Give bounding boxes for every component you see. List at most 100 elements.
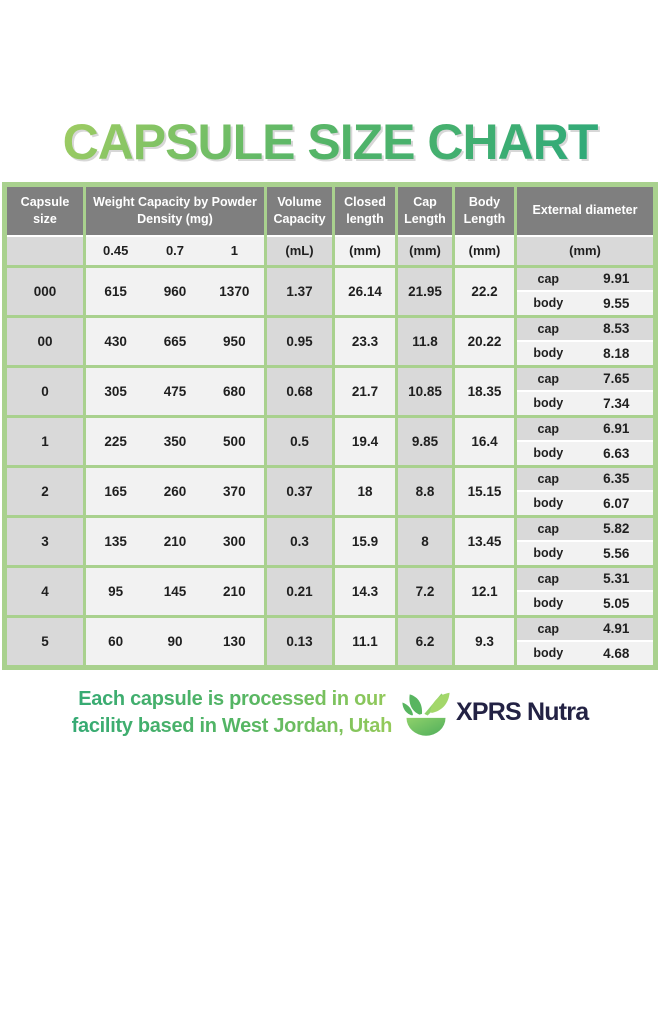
body-diameter-value: 5.56 — [603, 545, 630, 561]
capsule-size-cell: 3 — [7, 517, 83, 565]
cap-diameter-value: 5.31 — [603, 571, 630, 587]
external-diameter-body-row: body 6.07 — [517, 492, 653, 515]
weight-capacity-cell: 60 90 130 — [86, 617, 264, 665]
brand-name: XPRS Nutra — [456, 698, 589, 726]
unit-powder-densities: 0.45 0.7 1 — [86, 236, 264, 265]
unit-closed-length: (mm) — [335, 236, 395, 265]
weight-value: 615 — [104, 283, 127, 299]
weight-value: 350 — [163, 433, 187, 449]
volume-capacity-cell: 0.37 — [267, 467, 332, 515]
weight-value: 475 — [163, 383, 187, 399]
weight-value: 145 — [163, 583, 187, 599]
mortar-and-leaves-icon — [402, 692, 450, 736]
weight-value: 370 — [223, 483, 246, 499]
weight-value: 130 — [223, 633, 246, 649]
column-header-body-length: Body Length — [455, 186, 514, 235]
cap-diameter-value: 9.91 — [603, 271, 630, 287]
brand-logo: XPRS Nutra — [400, 687, 589, 739]
unit-volume: (mL) — [267, 236, 332, 265]
weight-capacity-cell: 430 665 950 — [86, 317, 264, 365]
footer-note: Each capsule is processed in our facilit… — [72, 686, 392, 740]
cap-label: cap — [537, 571, 560, 586]
external-diameter-cap-row: cap 5.31 — [517, 567, 653, 590]
cap-length-cell: 10.85 — [398, 367, 452, 415]
body-label: body — [533, 646, 564, 661]
cap-label: cap — [537, 321, 560, 336]
weight-value: 95 — [108, 583, 124, 599]
external-diameter-cell: cap 4.91 body 4.68 — [517, 617, 653, 665]
capsule-size-cell: 1 — [7, 417, 83, 465]
capsule-size-cell: 0 — [7, 367, 83, 415]
weight-value: 260 — [163, 483, 187, 499]
cap-label: cap — [537, 521, 560, 536]
column-closed-length: Closed length (mm) — [335, 186, 395, 265]
external-diameter-cap-row: cap 5.82 — [517, 517, 653, 540]
cap-length-cell: 8.8 — [398, 467, 452, 515]
body-label: body — [533, 296, 564, 311]
cap-length-cell: 11.8 — [398, 317, 452, 365]
external-diameter-body-row: body 8.18 — [517, 342, 653, 365]
footer-note-line2: facility based in West Jordan, Utah — [71, 714, 392, 737]
external-diameter-body-row: body 6.63 — [517, 442, 653, 465]
external-diameter-cap-row: cap 7.65 — [517, 367, 653, 390]
closed-length-cell: 19.4 — [335, 417, 395, 465]
page-title: CAPSULE SIZE CHART — [0, 114, 660, 172]
closed-length-cell: 18 — [335, 467, 395, 515]
external-diameter-body-row: body 5.05 — [517, 592, 653, 615]
body-label: body — [533, 546, 564, 561]
cap-label: cap — [537, 471, 560, 486]
body-label: body — [533, 446, 564, 461]
closed-length-cell: 14.3 — [335, 567, 395, 615]
unit-capsule-size — [7, 236, 83, 265]
external-diameter-body-row: body 9.55 — [517, 292, 653, 315]
volume-capacity-cell: 0.68 — [267, 367, 332, 415]
weight-value: 225 — [104, 433, 127, 449]
volume-capacity-cell: 1.37 — [267, 267, 332, 315]
column-header-weight-capacity: Weight Capacity by Powder Density (mg) — [86, 186, 264, 235]
weight-capacity-cell: 225 350 500 — [86, 417, 264, 465]
external-diameter-cap-row: cap 6.35 — [517, 467, 653, 490]
capsule-size-cell: 5 — [7, 617, 83, 665]
column-header-volume-capacity: Volume Capacity — [267, 186, 332, 235]
column-volume-capacity: Volume Capacity (mL) — [267, 186, 332, 265]
column-capsule-size: Capsule size — [7, 186, 83, 265]
weight-capacity-cell: 95 145 210 — [86, 567, 264, 615]
volume-capacity-cell: 0.95 — [267, 317, 332, 365]
external-diameter-cap-row: cap 9.91 — [517, 267, 653, 290]
weight-capacity-cell: 165 260 370 — [86, 467, 264, 515]
external-diameter-body-row: body 4.68 — [517, 642, 653, 665]
cap-label: cap — [537, 271, 560, 286]
cap-diameter-value: 8.53 — [603, 321, 630, 337]
external-diameter-body-row: body 5.56 — [517, 542, 653, 565]
external-diameter-cell: cap 9.91 body 9.55 — [517, 267, 653, 315]
cap-length-cell: 9.85 — [398, 417, 452, 465]
column-header-cap-length: Cap Length — [398, 186, 452, 235]
cap-diameter-value: 6.91 — [603, 421, 630, 437]
density-value: 0.45 — [103, 243, 129, 258]
body-length-cell: 12.1 — [455, 567, 514, 615]
body-diameter-value: 5.05 — [603, 595, 630, 611]
weight-capacity-cell: 135 210 300 — [86, 517, 264, 565]
external-diameter-cell: cap 5.31 body 5.05 — [517, 567, 653, 615]
column-header-capsule-size: Capsule size — [7, 186, 83, 235]
body-length-cell: 15.15 — [455, 467, 514, 515]
body-diameter-value: 9.55 — [603, 295, 630, 311]
footer: Each capsule is processed in our facilit… — [0, 686, 660, 740]
capsule-size-table: Capsule size Weight Capacity by Powder D… — [2, 181, 658, 670]
weight-capacity-cell: 305 475 680 — [86, 367, 264, 415]
weight-capacity-cell: 615 960 1370 — [86, 267, 264, 315]
body-diameter-value: 8.18 — [603, 345, 630, 361]
cap-length-cell: 21.95 — [398, 267, 452, 315]
column-external-diameter: External diameter (mm) — [517, 186, 653, 265]
column-cap-length: Cap Length (mm) — [398, 186, 452, 265]
closed-length-cell: 23.3 — [335, 317, 395, 365]
weight-value: 680 — [223, 383, 246, 399]
body-label: body — [533, 596, 564, 611]
cap-label: cap — [537, 421, 560, 436]
weight-value: 165 — [104, 483, 127, 499]
cap-label: cap — [537, 621, 560, 636]
body-length-cell: 20.22 — [455, 317, 514, 365]
body-diameter-value: 4.68 — [603, 645, 630, 661]
body-diameter-value: 6.63 — [603, 445, 630, 461]
closed-length-cell: 11.1 — [335, 617, 395, 665]
